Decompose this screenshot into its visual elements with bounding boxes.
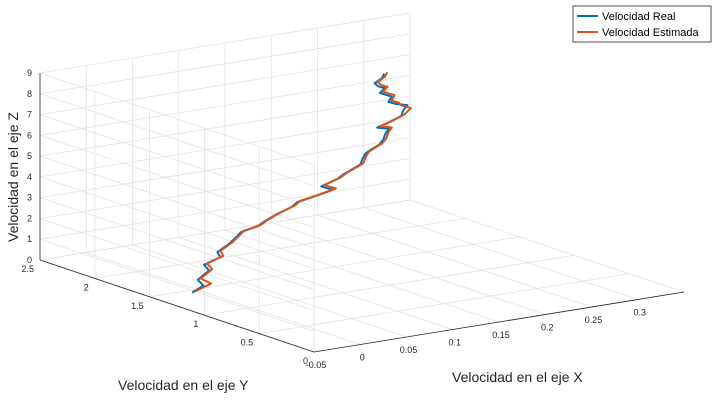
grid-line-left-z [39,134,315,228]
legend-label-real: Velocidad Real [602,11,675,23]
y-tick-label: 0.5 [241,338,254,348]
x-tick-label: 0.15 [492,330,510,340]
y-tick-label: 0 [303,356,308,366]
grid-line-back-z [39,54,411,115]
grid-line-back-z [39,199,411,261]
grid-line-back-z [39,33,411,95]
grid-line-back-z [39,178,411,240]
legend: Velocidad Real Velocidad Estimada [572,5,712,43]
y-tick-label: 1.5 [131,301,144,311]
z-tick-label: 8 [27,89,32,99]
grid-line-back-z [39,95,411,157]
grid-line-back-z [39,12,411,74]
grid-line-left-z [39,155,315,249]
x-tick-label: 0.25 [585,315,603,325]
grid-line-left-z [39,218,315,311]
x-tick-label: 0.1 [448,338,461,348]
grid-line-floor-x [317,214,592,308]
legend-label-estimada: Velocidad Estimada [602,27,699,39]
legend-box [572,5,712,43]
z-tick-label: 6 [27,130,32,140]
grid-line-floor-x [86,252,361,345]
grid-line-floor-x [409,199,685,293]
z-tick-label: 0 [27,255,32,265]
x-tick-label: 0 [360,353,365,363]
z-tick-label: 4 [27,172,32,182]
z-tick-label: 5 [27,151,32,161]
series-line-estimada [194,71,412,293]
x-axis-line [313,291,685,353]
data-series [191,71,412,294]
grid-line-floor-x [178,237,453,330]
y-tick-label: 2.5 [21,264,34,274]
grid-lines [39,12,685,353]
grid-line-left-z [39,114,315,207]
z-axis-label: Velocidad en el eje Z [5,112,21,242]
y-tick-label: 1 [193,319,198,329]
x-tick-label: -0.05 [306,360,327,370]
x-tick-label: 0.3 [633,308,646,318]
x-tick-label: 0.05 [400,345,418,355]
grid-line-floor-x [224,229,500,323]
grid-line-left-z [39,238,315,332]
x-axis-label: Velocidad en el eje X [452,369,583,385]
grid-line-back-z [39,137,411,199]
grid-line-left-z [39,72,315,166]
grid-line-floor-x [271,222,546,315]
grid-line-floor-y [204,254,575,316]
z-tick-label: 9 [27,68,32,78]
tick-labels: -0.0500.050.10.150.20.250.300.511.522.50… [21,68,646,370]
grid-line-floor-y [94,218,465,279]
grid-line-floor-y [149,236,520,298]
grid-line-left-z [39,197,315,291]
grid-line-back-z [39,74,411,136]
z-tick-label: 2 [27,213,32,223]
y-axis-label: Velocidad en el eje Y [118,377,249,393]
grid-line-back-z [39,158,411,219]
grid-line-floor-x [363,207,638,300]
grid-line-left-z [39,176,315,270]
grid-line-floor-x [132,244,407,338]
grid-line-left-z [39,93,315,187]
z-tick-label: 3 [27,193,32,203]
x-tick-label: 0.2 [541,323,554,333]
z-tick-label: 7 [27,110,32,120]
y-axis-line [39,259,315,353]
z-tick-label: 1 [27,234,32,244]
grid-line-floor-y [259,273,630,334]
grid-line-back-z [39,116,411,178]
y-tick-label: 2 [84,282,89,292]
